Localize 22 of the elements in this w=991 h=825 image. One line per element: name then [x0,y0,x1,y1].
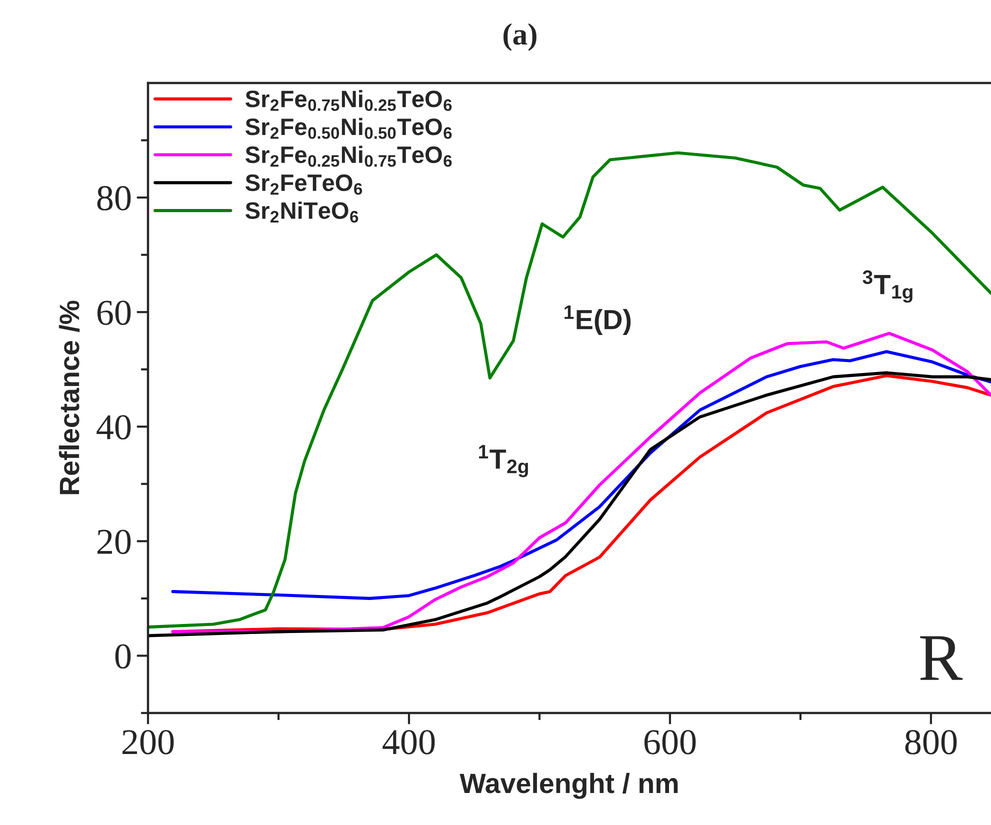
annotation: R [920,636,963,680]
legend-label: Sr$_{2}$NiTeO$_{6}$ [245,202,358,223]
legend-label: Sr$_{2}$Fe$_{0.50}$Ni$_{0.50}$TeO$_{6}$ [245,118,452,139]
x-tick-label: 600 [644,730,696,754]
annotation: $^{3}$T$_{1g}$ [862,270,912,303]
y-tick-label: 20 [98,530,131,554]
line-series [171,350,991,600]
x-tick-label: 200 [122,730,174,754]
legend-label: Sr$_{2}$Fe$_{0.75}$Ni$_{0.25}$TeO$_{6}$ [245,90,452,111]
x-tick-label: 400 [382,730,435,754]
chart-title: (a) [503,23,536,51]
annotation: $^{1}$E(D) [564,306,631,335]
legend-label: Sr$_{2}$FeTeO$_{6}$ [245,174,362,195]
annotation: $^{1}$T$_{2g}$ [479,445,528,478]
y-tick-label: 40 [96,415,131,440]
y-tick-label: 60 [97,300,131,325]
y-tick-label: 80 [97,186,131,210]
y-tick-label: 0 [115,644,131,669]
x-tick-label: 800 [905,730,957,754]
legend-label: Sr$_{2}$Fe$_{0.25}$Ni$_{0.75}$TeO$_{6}$ [245,146,452,167]
y-axis-title: Reflectance /% [58,300,80,494]
x-axis-title: Wavelenght / nm [460,772,678,799]
